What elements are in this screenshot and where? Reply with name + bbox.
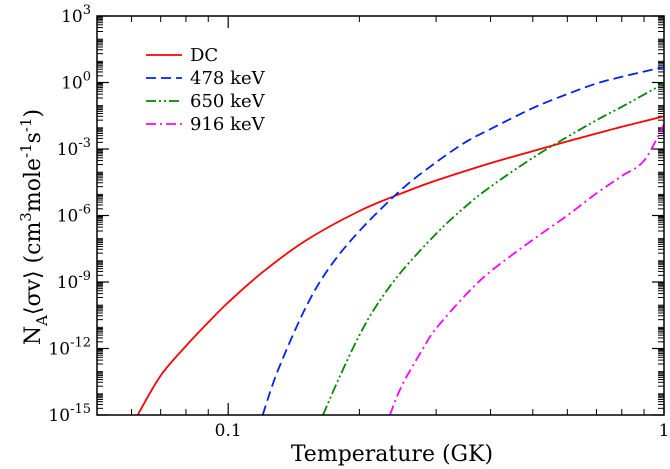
x-axis-title: Temperature (GK) xyxy=(291,442,493,467)
x-tick-labels: 0.1 1 xyxy=(215,421,670,441)
y-tick-label: 10-3 xyxy=(57,136,91,160)
y-tick-label: 10-12 xyxy=(48,336,91,360)
minor-ticks xyxy=(97,15,665,416)
y-tick-labels: 10-15 10-12 10-9 10-6 10-3 100 103 xyxy=(48,3,91,426)
legend-label: 650 keV xyxy=(190,91,266,112)
y-tick-label: 10-6 xyxy=(57,203,91,227)
y-tick-label: 103 xyxy=(61,3,91,27)
legend-label: 916 keV xyxy=(190,114,266,135)
legend-label: 478 keV xyxy=(190,68,266,89)
y-tick-label: 100 xyxy=(61,70,91,94)
y-tick-label: 10-9 xyxy=(57,269,91,293)
series-line-478-kev xyxy=(261,66,664,415)
series-layer xyxy=(136,66,664,415)
y-axis-title: NA⟨σv⟩ (cm3mole-1s-1) xyxy=(17,109,51,345)
series-line-dc xyxy=(136,115,664,415)
series-line-916-kev xyxy=(389,123,664,415)
x-tick-label: 1 xyxy=(659,421,670,441)
legend-label: DC xyxy=(190,45,218,66)
x-tick-label: 0.1 xyxy=(215,421,242,441)
series-line-650-kev xyxy=(322,82,664,415)
y-tick-label: 10-15 xyxy=(48,402,91,426)
plot-frame xyxy=(96,15,665,416)
